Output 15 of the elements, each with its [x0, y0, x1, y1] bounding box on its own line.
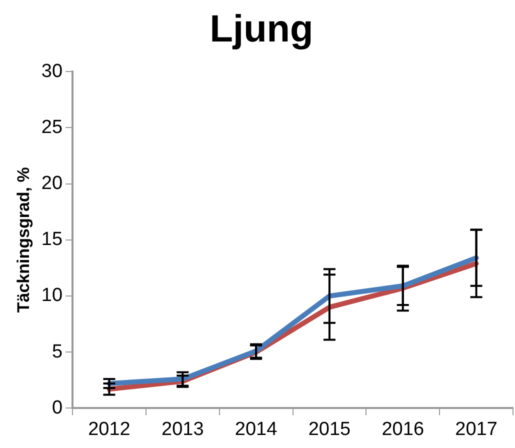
x-tick-label: 2012: [88, 418, 130, 440]
x-tick-label: 2017: [455, 418, 498, 440]
x-tick-label: 2013: [162, 418, 204, 440]
y-tick-label: 0: [52, 397, 63, 418]
y-tick-label: 5: [52, 341, 63, 362]
y-tick-label: 10: [41, 285, 63, 306]
chart-title: Ljung: [210, 8, 314, 50]
y-tick-label: 15: [41, 229, 63, 250]
y-tick-label: 30: [41, 60, 63, 82]
x-tick-label: 2016: [382, 418, 424, 440]
y-tick-label: 25: [41, 116, 63, 138]
x-tick-label: 2014: [234, 418, 278, 440]
y-tick-label: 20: [41, 173, 63, 194]
x-tick-label: 2015: [308, 418, 351, 440]
y-axis-title: Täckningsgrad, %: [14, 167, 33, 313]
